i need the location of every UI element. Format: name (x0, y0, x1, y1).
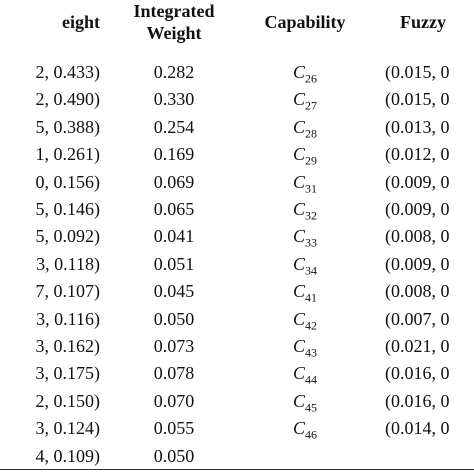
integrated-weight-cell: 0.254 (153, 116, 195, 137)
capability-index: 44 (305, 372, 317, 387)
capability-symbol: C (292, 308, 305, 329)
weight-cell: 3, 0.162) (35, 336, 101, 356)
fuzzy-cell: (0.016, 0 (385, 390, 450, 411)
integrated-weight-cell: 0.065 (153, 199, 195, 219)
capability-symbol: C (292, 171, 305, 192)
capability-symbol: C (292, 116, 305, 137)
capability-index: 26 (305, 71, 317, 86)
capability-index: 42 (305, 318, 317, 333)
fuzzy-cell: (0.008, 0 (385, 226, 450, 247)
fuzzy-cell: (0.021, 0 (385, 336, 450, 356)
capability-cell: C27 (255, 89, 355, 116)
integrated-weight-cell: 0.169 (153, 144, 195, 165)
capability-cell: C26 (255, 62, 355, 89)
weight-cell: 2, 0.150) (35, 390, 101, 411)
capability-index: 27 (305, 98, 317, 113)
capability-cell: C42 (255, 309, 355, 336)
capability-cell: C34 (255, 254, 355, 281)
integrated-weight-cell: 0.041 (153, 226, 195, 247)
weight-cell: 3, 0.175) (35, 363, 101, 384)
capability-index: 41 (305, 290, 317, 305)
integrated-weight-cell: 0.045 (153, 281, 195, 302)
capability-index: 31 (305, 181, 317, 196)
fuzzy-cell: (0.013, 0 (385, 116, 450, 137)
integrated-weight-cell: 0.073 (153, 336, 195, 356)
capability-cell: C33 (255, 226, 355, 253)
capability-cell: C43 (255, 336, 355, 363)
header-cell: Integrated Weight (133, 1, 215, 43)
fuzzy-cell: (0.012, 0 (385, 144, 450, 165)
integrated-weight-cell: 0.070 (153, 390, 195, 411)
capability-symbol: C (292, 281, 305, 302)
weight-cell: 3, 0.118) (36, 253, 100, 274)
capability-cell: C29 (255, 144, 355, 171)
weight-cell: 4, 0.109) (35, 445, 101, 466)
capability-cell: C41 (255, 281, 355, 308)
capability-symbol: C (292, 144, 305, 165)
capability-symbol: C (292, 199, 305, 219)
capability-symbol: C (292, 336, 305, 356)
weight-cell: 5, 0.092) (35, 226, 101, 247)
weight-cell: 5, 0.146) (35, 199, 101, 219)
weight-cell: 1, 0.261) (35, 144, 101, 165)
capability-index: 28 (305, 126, 317, 141)
weight-cell: 2, 0.490) (35, 89, 101, 110)
header-cell: eight (62, 12, 100, 32)
capability-symbol: C (292, 89, 305, 110)
fuzzy-cell: (0.016, 0 (385, 363, 450, 384)
capability-symbol: C (292, 363, 305, 384)
capability-cell: C31 (255, 172, 355, 199)
integrated-weight-cell: 0.055 (153, 418, 195, 439)
fuzzy-cell: (0.015, 0 (385, 89, 450, 110)
capability-cell: C44 (255, 363, 355, 390)
capability-symbol: C (292, 418, 305, 439)
capability-index: 43 (305, 345, 317, 360)
capability-index: 34 (305, 263, 317, 278)
fuzzy-cell: (0.009, 0 (385, 253, 450, 274)
header-cell: Fuzzy (400, 12, 446, 32)
integrated-weight-cell: 0.069 (153, 171, 195, 192)
weight-cell: 3, 0.124) (35, 418, 101, 439)
fuzzy-cell: (0.014, 0 (385, 418, 450, 439)
capability-index: 29 (305, 153, 317, 168)
capability-cell: C46 (255, 418, 355, 445)
weight-cell: 7, 0.107) (35, 281, 101, 302)
integrated-weight-cell: 0.078 (153, 363, 195, 384)
header-cell: Capability (264, 12, 346, 32)
capability-index: 45 (305, 400, 317, 415)
integrated-weight-cell: 0.050 (153, 445, 195, 466)
capability-symbol: C (292, 62, 305, 82)
bottom-rule (0, 469, 474, 470)
capability-symbol: C (292, 390, 305, 411)
capability-cell: C45 (255, 391, 355, 418)
fuzzy-cell: (0.007, 0 (385, 308, 450, 329)
weight-cell: 5, 0.388) (35, 116, 101, 137)
integrated-weight-cell: 0.282 (153, 62, 195, 82)
weight-cell: 2, 0.433) (35, 62, 101, 82)
fuzzy-cell: (0.009, 0 (385, 171, 450, 192)
integrated-weight-cell: 0.051 (153, 253, 195, 274)
capability-index: 46 (305, 427, 317, 442)
fuzzy-cell: (0.009, 0 (385, 199, 450, 219)
capability-cell: C28 (255, 117, 355, 144)
fuzzy-cell: (0.008, 0 (385, 281, 450, 302)
fuzzy-cell: (0.015, 0 (385, 62, 450, 82)
integrated-weight-cell: 0.050 (153, 308, 195, 329)
weight-cell: 0, 0.156) (35, 171, 101, 192)
weight-cell: 3, 0.116) (36, 308, 100, 329)
capability-symbol: C (292, 253, 305, 274)
capability-index: 33 (305, 235, 317, 250)
capability-cell: C32 (255, 199, 355, 226)
integrated-weight-cell: 0.330 (153, 89, 195, 110)
capability-index: 32 (305, 208, 317, 223)
capability-symbol: C (292, 226, 305, 247)
